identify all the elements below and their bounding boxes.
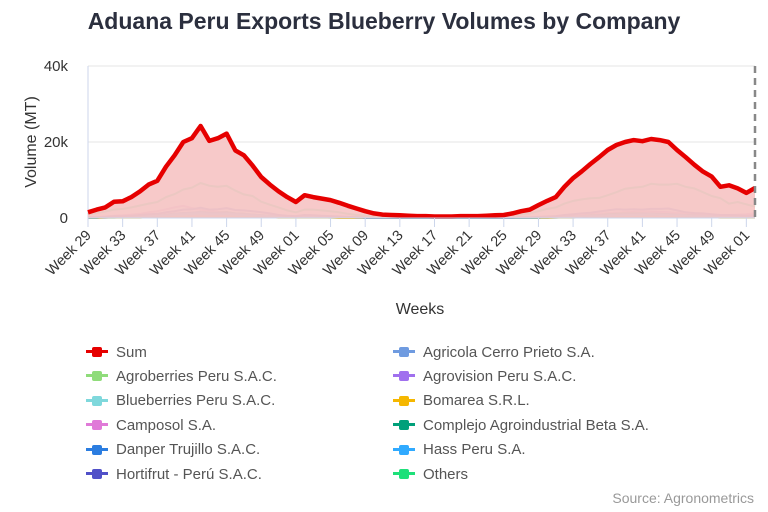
y-tick-label: 0: [60, 210, 68, 227]
legend-item-hass-peru-s-a-[interactable]: Hass Peru S.A.: [393, 440, 526, 460]
legend-label: Sum: [116, 343, 147, 361]
legend-label: Hortifrut - Perú S.A.C.: [116, 465, 262, 483]
legend-label: Blueberries Peru S.A.C.: [116, 392, 276, 410]
legend-label: Others: [423, 465, 469, 483]
y-tick-label: 40k: [44, 58, 69, 75]
legend-marker-icon: [86, 418, 108, 432]
legend-marker-icon: [86, 369, 108, 383]
series-sum: [87, 123, 757, 219]
legend-marker-icon: [393, 394, 415, 408]
legend-marker-icon: [86, 345, 108, 359]
legend-label: Camposol S.A.: [116, 416, 217, 434]
legend-item-danper-trujillo-s-a-c-[interactable]: Danper Trujillo S.A.C.: [86, 440, 260, 460]
legend-item-others[interactable]: Others: [393, 464, 468, 484]
legend-label: Complejo Agroindustrial Beta S.A.: [423, 416, 649, 434]
legend-item-bomarea-s-r-l-[interactable]: Bomarea S.R.L.: [393, 391, 530, 411]
y-axis-title: Volume (MT): [23, 96, 40, 188]
legend-label: Agrovision Peru S.A.C.: [423, 367, 577, 385]
legend-item-sum[interactable]: Sum: [86, 342, 147, 362]
chart-title: Aduana Peru Exports Blueberry Volumes by…: [87, 8, 681, 34]
legend-label: Agroberries Peru S.A.C.: [116, 367, 277, 385]
legend-item-agricola-cerro-prieto-s-a-[interactable]: Agricola Cerro Prieto S.A.: [393, 342, 595, 362]
legend-item-complejo-agroindustrial-beta-s-a-[interactable]: Complejo Agroindustrial Beta S.A.: [393, 415, 649, 435]
legend-marker-icon: [86, 394, 108, 408]
legend-marker-icon: [393, 418, 415, 432]
series-line: [87, 123, 757, 219]
legend-marker-icon: [393, 467, 415, 481]
legend-item-camposol-s-a-[interactable]: Camposol S.A.: [86, 415, 216, 435]
legend-marker-icon: [86, 443, 108, 457]
y-tick-label: 20k: [44, 134, 69, 151]
legend-item-agroberries-peru-s-a-c-[interactable]: Agroberries Peru S.A.C.: [86, 366, 277, 386]
legend-marker-icon: [86, 467, 108, 481]
series-area: [88, 126, 755, 218]
source-credit: Source: Agronometrics: [612, 490, 754, 506]
legend-label: Agricola Cerro Prieto S.A.: [423, 343, 595, 361]
legend-item-agrovision-peru-s-a-c-[interactable]: Agrovision Peru S.A.C.: [393, 366, 576, 386]
legend-label: Bomarea S.R.L.: [423, 392, 530, 410]
legend-label: Hass Peru S.A.: [423, 441, 526, 459]
legend-marker-icon: [393, 345, 415, 359]
legend-item-hortifrut-per-s-a-c-[interactable]: Hortifrut - Perú S.A.C.: [86, 464, 262, 484]
legend-label: Danper Trujillo S.A.C.: [116, 441, 261, 459]
legend-marker-icon: [393, 443, 415, 457]
x-axis-title: Weeks: [396, 301, 445, 318]
legend-item-blueberries-peru-s-a-c-[interactable]: Blueberries Peru S.A.C.: [86, 391, 275, 411]
legend-marker-icon: [393, 369, 415, 383]
